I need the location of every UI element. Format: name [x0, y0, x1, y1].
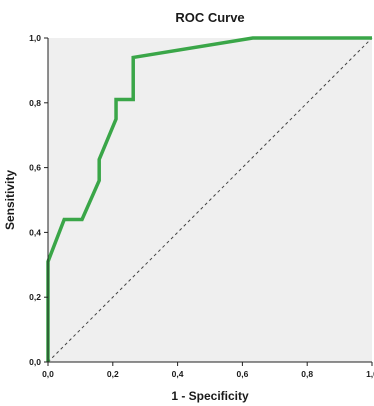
y-tick-label: 0,6: [29, 163, 41, 173]
x-axis-label: 1 - Specificity: [171, 389, 249, 403]
y-axis-label: Sensitivity: [3, 170, 17, 230]
x-tick-label: 0,0: [42, 369, 54, 379]
x-tick-label: 0,2: [107, 369, 119, 379]
chart-title: ROC Curve: [175, 10, 244, 25]
y-axis-ticks: 0,0 0,2 0,4 0,6 0,8 1,0: [29, 33, 48, 367]
y-tick-label: 1,0: [29, 33, 41, 43]
y-tick-label: 0,8: [29, 98, 41, 108]
roc-curve-line: [46, 36, 372, 362]
x-tick-label: 1,0: [366, 369, 374, 379]
x-axis-ticks: 0,0 0,2 0,4 0,6 0,8 1,0: [42, 362, 374, 379]
reference-diagonal-line: [47, 37, 373, 363]
y-tick-label: 0,0: [29, 357, 41, 367]
reference-line-layer: [47, 37, 373, 363]
x-tick-label: 0,4: [172, 369, 184, 379]
y-tick-label: 0,2: [29, 292, 41, 302]
roc-curve-layer: [46, 36, 372, 362]
x-tick-label: 0,8: [301, 369, 313, 379]
x-tick-label: 0,6: [236, 369, 248, 379]
y-tick-label: 0,4: [29, 227, 41, 237]
